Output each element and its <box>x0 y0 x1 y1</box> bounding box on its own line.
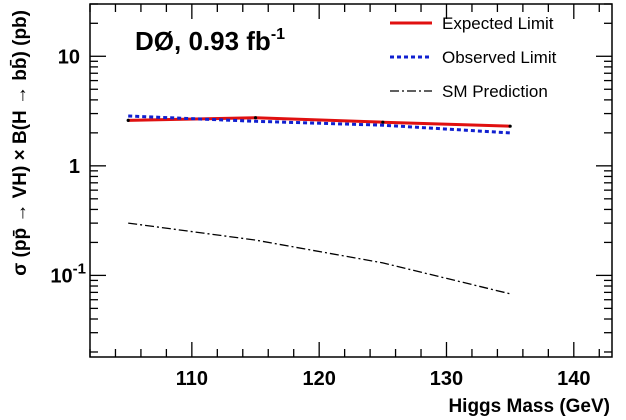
x-tick-label: 120 <box>302 368 335 390</box>
y-tick-label: 1 <box>69 156 80 178</box>
series-line-observed-limit <box>128 114 511 135</box>
legend-label: Expected Limit <box>442 14 554 33</box>
y-tick-label: 10 <box>58 46 80 68</box>
series-layer <box>126 114 512 295</box>
legend-label: SM Prediction <box>442 82 548 101</box>
data-point-expected-limit <box>381 120 385 124</box>
y-axis: 10-1 1 10 <box>50 3 612 353</box>
x-tick-label: 110 <box>176 368 208 390</box>
x-tick-label: 130 <box>430 368 463 390</box>
x-tick-label: 140 <box>557 368 590 390</box>
x-axis: 110 120 130 140 <box>89 4 600 390</box>
chart-title-superscript: -1 <box>271 26 285 43</box>
series-line-sm-prediction <box>128 222 511 295</box>
data-point-expected-limit <box>253 116 258 120</box>
plot-frame <box>89 3 613 358</box>
legend: Expected Limit Observed Limit SM Predictio… <box>390 14 557 101</box>
y-tick-label: 10-1 <box>50 260 86 287</box>
x-axis-title: Higgs Mass (GeV) <box>448 396 610 417</box>
chart-title-main: DØ, 0.93 fb <box>135 26 271 56</box>
data-point-expected-limit <box>126 118 130 122</box>
chart-title: DØ, 0.93 fb-1 <box>135 26 285 56</box>
y-axis-title: σ (pp̄ → VH) × B(H → bb̄) (pb) <box>10 10 31 276</box>
legend-label: Observed Limit <box>442 48 557 67</box>
data-point-expected-limit <box>508 124 512 128</box>
